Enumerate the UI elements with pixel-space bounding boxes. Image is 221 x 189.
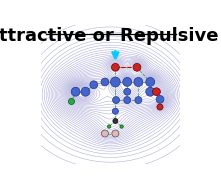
Circle shape — [146, 77, 155, 86]
Circle shape — [146, 87, 155, 96]
Circle shape — [134, 77, 143, 86]
Circle shape — [69, 98, 74, 105]
Circle shape — [135, 97, 142, 104]
Circle shape — [71, 87, 80, 96]
Circle shape — [107, 125, 111, 128]
Circle shape — [112, 97, 120, 104]
Circle shape — [111, 64, 119, 71]
Circle shape — [101, 78, 109, 86]
Circle shape — [112, 108, 118, 114]
Circle shape — [152, 88, 160, 96]
Circle shape — [112, 130, 119, 137]
Circle shape — [120, 125, 123, 128]
Circle shape — [133, 64, 141, 71]
Circle shape — [124, 97, 131, 104]
Circle shape — [90, 81, 98, 89]
Circle shape — [113, 119, 118, 123]
Circle shape — [157, 104, 163, 110]
Circle shape — [110, 77, 120, 87]
Circle shape — [101, 130, 109, 137]
Circle shape — [156, 95, 164, 103]
Text: Attractive or Repulsive ?: Attractive or Repulsive ? — [0, 27, 221, 45]
Circle shape — [123, 77, 132, 86]
Circle shape — [81, 87, 90, 96]
Circle shape — [124, 88, 131, 95]
